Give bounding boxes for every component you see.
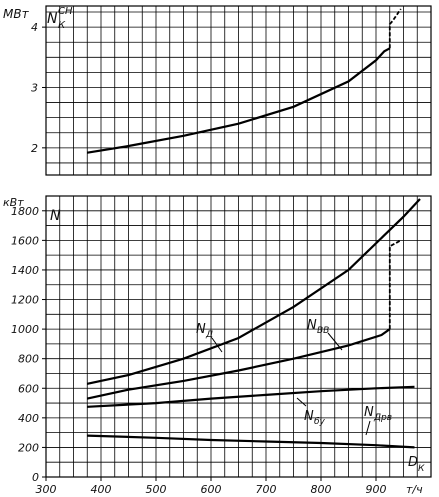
y-tick-label: 1800 [11, 205, 39, 218]
top-symbol-sub: К [58, 20, 66, 31]
x-tick-label: 400 [91, 483, 112, 496]
x-tick-label: 600 [201, 483, 222, 496]
bottom-xlabel: т/ч [406, 483, 423, 496]
series-label-sub: ВВ [317, 326, 329, 336]
series-line [388, 8, 402, 49]
series-label: N [307, 318, 317, 333]
y-tick-label: 400 [18, 412, 39, 425]
series-line [87, 434, 415, 449]
bottom-symbol: N [50, 208, 61, 224]
x-tick-label: 700 [256, 483, 277, 496]
x-tick-label: 500 [146, 483, 167, 496]
y-tick-label: 1200 [11, 294, 39, 307]
bottom-tick-labels: 0 200 400 600 800 1000 1200 1400 1600 1800 300 400 5… [11, 205, 387, 496]
y-tick-label: 1400 [11, 264, 39, 277]
bottom-xlabel-symbol-sub: К [418, 464, 425, 474]
series-leader-line [365, 420, 371, 436]
y-tick-label: 1000 [11, 323, 39, 336]
series-label-sub: Дрв [373, 413, 392, 423]
top-frame [45, 5, 432, 176]
series-label: N [196, 322, 206, 337]
series-leader-line [211, 337, 223, 353]
bottom-frame [45, 195, 432, 478]
bottom-chart: 0 200 400 600 800 1000 1200 1400 1600 1800 300 400 5… [3, 195, 432, 496]
series-leader-line [296, 397, 307, 407]
y-tick-label: 0 [32, 471, 39, 484]
top-symbol-sup: СН [58, 6, 73, 17]
x-tick-label: 800 [311, 483, 332, 496]
y-tick-label: 1600 [11, 234, 39, 247]
top-grid [45, 5, 432, 176]
top-chart: 2 3 4 МВт N СН К [3, 5, 432, 176]
y-tick-label: 3 [31, 81, 38, 94]
bottom-series-labels: N ДN ВВN буN Дрв [196, 318, 392, 436]
series-leader-line [327, 332, 343, 351]
y-tick-label: 200 [18, 441, 39, 454]
y-tick-label: 800 [18, 353, 39, 366]
series-line [388, 239, 402, 330]
series-line [87, 328, 391, 400]
y-tick-label: 4 [31, 21, 38, 34]
bottom-series [87, 198, 421, 449]
series-line [87, 385, 415, 408]
series-line [87, 47, 391, 154]
x-tick-label: 900 [366, 483, 387, 496]
bottom-xlabel-symbol: D [408, 455, 418, 470]
bottom-ylabel: кВт [3, 196, 24, 209]
series-label-sub: Д [205, 330, 213, 340]
top-symbol: N [47, 11, 58, 27]
series-label: N [364, 405, 374, 420]
top-tick-labels: 2 3 4 [31, 21, 46, 155]
series-label: N [304, 409, 314, 424]
series-line [87, 198, 421, 385]
series-label-sub: бу [314, 417, 326, 427]
x-tick-label: 300 [36, 483, 57, 496]
top-series [87, 8, 402, 154]
y-tick-label: 2 [31, 142, 38, 155]
y-tick-label: 600 [18, 382, 39, 395]
top-ylabel: МВт [3, 7, 30, 21]
